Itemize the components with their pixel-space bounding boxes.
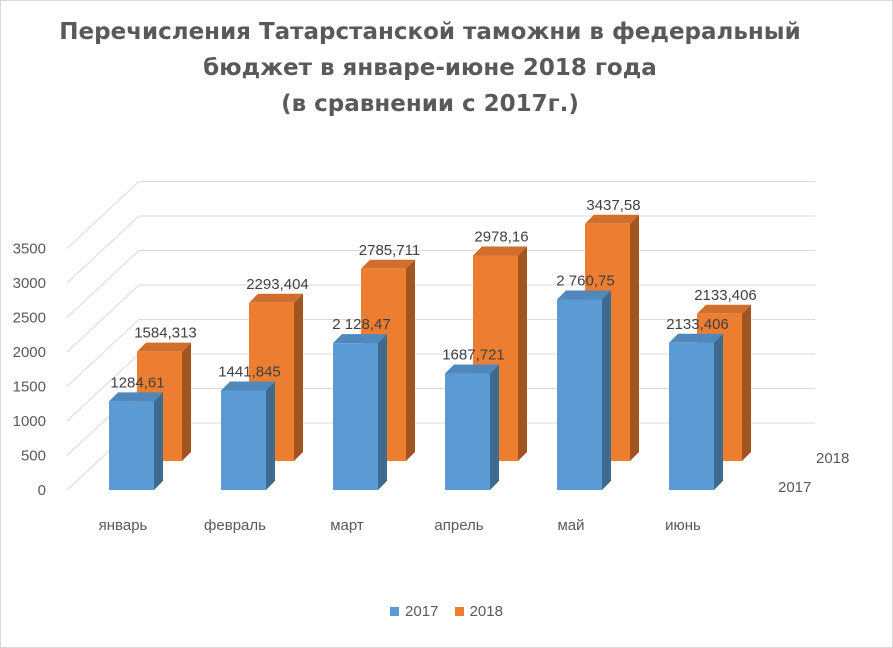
data-label-2018-март: 2785,711 [359, 242, 420, 259]
x-tick-label: январь [99, 517, 148, 534]
data-label-2018-май: 3437,58 [586, 197, 640, 214]
legend: 2017 2018 [0, 603, 893, 620]
x-tick-label: март [330, 517, 364, 534]
bar-top [221, 381, 275, 391]
bar-top [585, 214, 639, 224]
bar-side [406, 259, 415, 461]
data-label-2018-февраль: 2293,404 [246, 276, 309, 293]
bar-side [294, 293, 303, 461]
bar-side [490, 364, 499, 490]
legend-swatch-2017 [390, 606, 400, 616]
bar-2017-январь: 1284,61 [109, 374, 165, 490]
bar-side [518, 246, 527, 461]
bar-2017-март: 2 128,47 [332, 316, 391, 490]
data-label-2017-май: 2 760,75 [556, 273, 614, 290]
bar-front [333, 343, 378, 490]
bar-side [630, 214, 639, 461]
data-label-2017-июнь: 2133,406 [666, 316, 729, 333]
y-tick-label: 0 [38, 482, 46, 499]
chart-title-line-2: бюджет в январе-июне 2018 года [203, 55, 657, 81]
bar-side [714, 333, 723, 490]
bar-2017-июнь: 2133,406 [666, 316, 729, 490]
bar-top [109, 392, 163, 402]
bar-top [697, 304, 751, 314]
depth-axis-label: 2018 [816, 450, 849, 467]
y-tick-label: 2000 [13, 344, 46, 361]
y-tick-label: 500 [21, 448, 46, 465]
bar-front [109, 401, 154, 490]
data-label-2018-апрель: 2978,16 [474, 229, 528, 246]
legend-label-2018: 2018 [469, 603, 503, 620]
bar-top [137, 342, 191, 352]
bar-top [473, 246, 527, 256]
bar-2017-февраль: 1441,845 [218, 364, 281, 490]
data-label-2018-январь: 1584,313 [134, 325, 197, 342]
depth-axis-labels: 2017 2018 [778, 450, 849, 496]
bar-side [154, 392, 163, 490]
chart-title-line-3: (в сравнении с 2017г.) [281, 91, 579, 117]
y-tick-label: 2500 [13, 310, 46, 327]
legend-item-2017: 2017 [390, 603, 438, 620]
x-tick-label: февраль [204, 517, 266, 534]
chart-title-line-1: Перечисления Татарстанской таможни в фед… [59, 19, 801, 45]
y-tick-label: 1000 [13, 413, 46, 430]
bar-top [361, 259, 415, 269]
depth-axis-label: 2017 [778, 479, 811, 496]
bar-top [249, 293, 303, 303]
gridline [66, 181, 815, 249]
legend-item-2018: 2018 [454, 603, 503, 620]
y-tick-label: 3000 [13, 275, 46, 292]
bar-front [557, 299, 602, 490]
bar-2017-май: 2 760,75 [556, 273, 615, 490]
bar-side [602, 290, 611, 490]
data-label-2018-июнь: 2133,406 [694, 287, 757, 304]
bar-top [445, 364, 499, 374]
bar-top [557, 290, 611, 300]
x-tick-label: май [557, 517, 584, 534]
data-label-2017-январь: 1284,61 [110, 374, 164, 391]
bar-front [669, 342, 714, 490]
legend-swatch-2018 [454, 606, 464, 616]
chart-title: Перечисления Татарстанской таможни в фед… [0, 14, 860, 122]
x-axis-ticks: январь февраль март апрель май июнь [99, 517, 701, 534]
x-tick-label: апрель [434, 517, 483, 534]
bars: 1584,313 2293,404 2785,711 2978,16 3437,58 21… [109, 197, 757, 490]
gridline [66, 215, 815, 284]
legend-label-2017: 2017 [405, 603, 439, 620]
bar-top [333, 334, 387, 344]
bar-top [669, 333, 723, 343]
x-tick-label: июнь [665, 517, 701, 534]
y-tick-label: 1500 [13, 379, 46, 396]
bar-side [378, 334, 387, 490]
data-label-2017-март: 2 128,47 [332, 316, 390, 333]
data-label-2017-апрель: 1687,721 [442, 347, 505, 364]
y-axis-ticks: 0 500 1000 1500 2000 2500 3000 3500 [13, 241, 46, 500]
data-label-2017-февраль: 1441,845 [218, 364, 281, 381]
bar-front [445, 373, 490, 490]
y-tick-label: 3500 [13, 241, 46, 258]
bar-side [182, 342, 191, 461]
bar-side [742, 304, 751, 461]
bar-side [266, 381, 275, 490]
bar-2017-апрель: 1687,721 [442, 347, 505, 490]
bar-front [221, 390, 266, 490]
gridline [66, 250, 815, 318]
